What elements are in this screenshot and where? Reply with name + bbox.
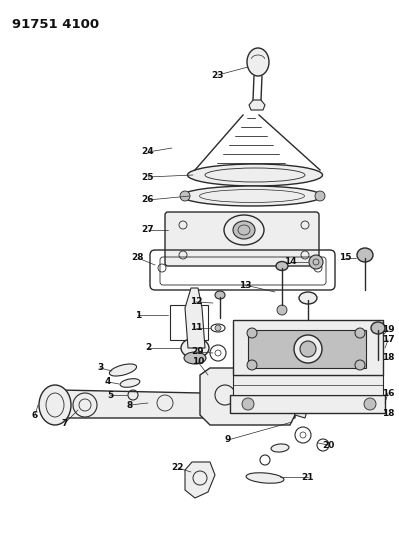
Text: 4: 4 (105, 377, 111, 386)
Text: 15: 15 (339, 254, 351, 262)
Circle shape (355, 328, 365, 338)
Text: 1: 1 (135, 311, 141, 319)
Circle shape (238, 377, 254, 393)
Text: 8: 8 (127, 400, 133, 409)
FancyBboxPatch shape (165, 212, 319, 266)
Text: 17: 17 (382, 335, 394, 344)
Polygon shape (285, 368, 310, 418)
Ellipse shape (247, 48, 269, 76)
Ellipse shape (299, 292, 317, 304)
Text: 19: 19 (382, 326, 394, 335)
Ellipse shape (188, 164, 322, 186)
Text: 27: 27 (142, 225, 154, 235)
Circle shape (242, 398, 254, 410)
Text: 14: 14 (284, 257, 296, 266)
Circle shape (247, 328, 257, 338)
Text: 10: 10 (192, 358, 204, 367)
Circle shape (355, 360, 365, 370)
Circle shape (247, 360, 257, 370)
Text: 25: 25 (142, 173, 154, 182)
Circle shape (364, 398, 376, 410)
Circle shape (277, 305, 287, 315)
Ellipse shape (246, 473, 284, 483)
Text: 18: 18 (382, 353, 394, 362)
Text: 26: 26 (142, 196, 154, 205)
Text: 2: 2 (145, 343, 151, 352)
Text: 24: 24 (142, 148, 154, 157)
Polygon shape (55, 390, 295, 418)
Polygon shape (249, 100, 265, 110)
Text: 13: 13 (239, 280, 251, 289)
Text: 9: 9 (225, 435, 231, 445)
Ellipse shape (294, 335, 322, 363)
Text: 5: 5 (107, 391, 113, 400)
Text: 28: 28 (132, 254, 144, 262)
Text: 7: 7 (62, 418, 68, 427)
Circle shape (215, 325, 221, 331)
Circle shape (309, 255, 323, 269)
Text: 11: 11 (190, 324, 202, 333)
Ellipse shape (276, 262, 288, 271)
Text: 29: 29 (192, 348, 204, 357)
Text: 21: 21 (302, 472, 314, 481)
Ellipse shape (271, 444, 289, 452)
Bar (170, 305, 208, 340)
Polygon shape (200, 368, 295, 425)
Ellipse shape (357, 248, 373, 262)
Ellipse shape (233, 221, 255, 239)
Ellipse shape (224, 215, 264, 245)
Ellipse shape (182, 186, 322, 206)
Ellipse shape (215, 291, 225, 299)
Bar (248, 330, 366, 368)
Text: 23: 23 (212, 70, 224, 79)
Ellipse shape (300, 341, 316, 357)
Circle shape (180, 191, 190, 201)
Ellipse shape (39, 385, 71, 425)
Text: 20: 20 (322, 440, 334, 449)
Text: 22: 22 (172, 464, 184, 472)
Text: 16: 16 (382, 389, 394, 398)
Ellipse shape (120, 378, 140, 387)
Text: 6: 6 (32, 410, 38, 419)
Circle shape (157, 395, 173, 411)
Circle shape (315, 191, 325, 201)
Polygon shape (185, 288, 205, 348)
Bar (230, 395, 385, 413)
Circle shape (73, 393, 97, 417)
Ellipse shape (184, 352, 206, 364)
Ellipse shape (109, 364, 136, 376)
Polygon shape (185, 462, 215, 498)
Bar (233, 320, 383, 375)
Text: 3: 3 (97, 364, 103, 373)
Ellipse shape (181, 338, 209, 358)
Text: 91751 4100: 91751 4100 (12, 18, 99, 31)
Bar (233, 375, 383, 395)
Ellipse shape (371, 322, 385, 334)
Text: 12: 12 (190, 297, 202, 306)
Text: 18: 18 (382, 408, 394, 417)
